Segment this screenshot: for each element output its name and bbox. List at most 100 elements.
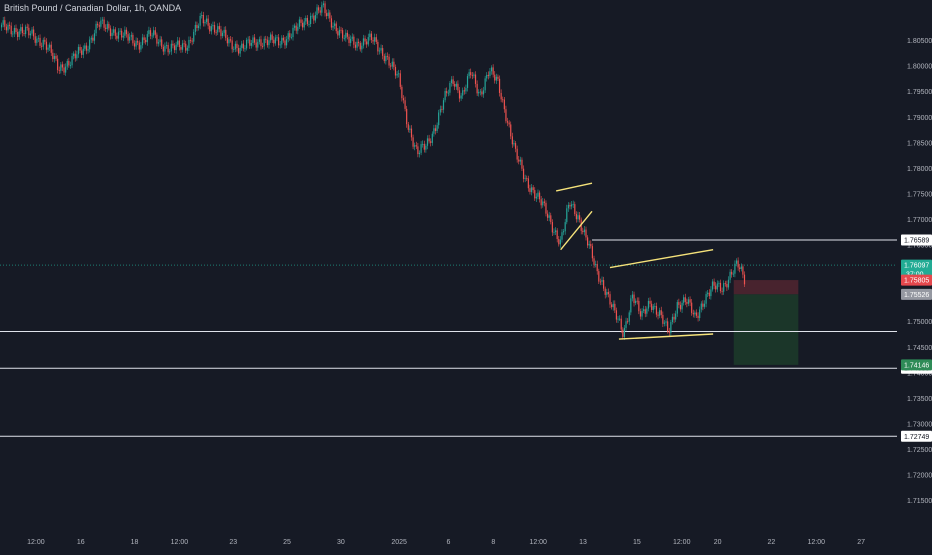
candle-body xyxy=(119,30,121,32)
candle-body xyxy=(620,318,622,330)
candle-body xyxy=(548,215,550,218)
candle-body xyxy=(386,55,389,57)
candle-body xyxy=(726,283,728,288)
candle-body xyxy=(194,24,196,32)
candle-body xyxy=(313,15,315,21)
candle-body xyxy=(327,12,329,17)
candle-body xyxy=(63,67,65,73)
candle-body xyxy=(694,312,696,315)
y-tick-label: 1.72500 xyxy=(907,447,932,454)
candle-body xyxy=(731,271,733,275)
candle-body xyxy=(628,312,630,322)
x-tick-label: 8 xyxy=(491,539,495,546)
candle-body xyxy=(383,55,385,62)
candle-body xyxy=(18,31,20,37)
candle-body xyxy=(449,83,451,93)
candle-body xyxy=(201,15,203,16)
candle-body xyxy=(511,136,513,145)
candle-body xyxy=(39,37,41,46)
trendline-2 xyxy=(609,248,714,269)
candle-body xyxy=(734,263,736,274)
candle-body xyxy=(420,144,422,153)
candle-body xyxy=(670,322,672,334)
candle-body xyxy=(446,91,448,94)
candle-body xyxy=(245,39,248,49)
x-tick-label: 12:00 xyxy=(673,539,691,546)
candle-body xyxy=(213,25,216,33)
y-tick-label: 1.80500 xyxy=(907,38,932,45)
candle-body xyxy=(404,100,406,109)
symbol-title[interactable]: British Pound / Canadian Dollar, 1h, OAN… xyxy=(4,3,182,13)
candle-body xyxy=(289,33,291,38)
candle-body xyxy=(452,79,454,85)
candle-body xyxy=(90,37,92,40)
candle-body xyxy=(345,32,347,39)
candle-body xyxy=(505,109,507,122)
candle-body xyxy=(556,230,558,239)
candle-body xyxy=(121,30,123,38)
candle-body xyxy=(654,306,656,307)
candle-body xyxy=(177,40,179,45)
y-tick-label: 1.78000 xyxy=(907,166,932,173)
candle-body xyxy=(84,45,86,49)
candle-body xyxy=(173,45,176,51)
y-tick-label: 1.80000 xyxy=(907,64,932,71)
candle-body xyxy=(668,331,670,334)
candle-body xyxy=(28,27,30,36)
candle-body xyxy=(338,29,341,36)
candle-body xyxy=(332,25,334,28)
candle-body xyxy=(498,78,501,93)
candle-body xyxy=(188,39,190,48)
candle-body xyxy=(359,43,361,50)
y-tick-label: 1.74500 xyxy=(907,345,932,352)
candle-body xyxy=(319,10,321,13)
y-tick-label: 1.77500 xyxy=(907,191,932,198)
candle-body xyxy=(697,315,699,319)
candle-body xyxy=(65,66,67,73)
candle-body xyxy=(285,39,288,46)
candle-body xyxy=(34,36,36,43)
candle-body xyxy=(234,43,236,50)
candle-body xyxy=(354,44,357,48)
candle-body xyxy=(494,74,496,81)
candle-body xyxy=(26,26,28,28)
candle-body xyxy=(721,291,723,292)
candle-body xyxy=(239,47,241,54)
candle-body xyxy=(566,208,568,223)
candle-body xyxy=(422,143,424,145)
candle-body xyxy=(407,124,409,130)
candle-body xyxy=(635,300,637,304)
candle-body xyxy=(457,83,459,91)
candle-body xyxy=(255,42,257,48)
candle-body xyxy=(314,15,317,21)
candle-body xyxy=(125,29,128,35)
candle-body xyxy=(257,41,259,48)
candle-body xyxy=(439,109,441,113)
candle-body xyxy=(253,37,256,43)
candle-body xyxy=(60,64,62,71)
candle-body xyxy=(196,24,198,29)
candle-body xyxy=(209,25,211,32)
candle-body xyxy=(564,222,566,232)
candle-body xyxy=(20,27,22,32)
candle-body xyxy=(462,90,464,96)
candle-body xyxy=(33,29,35,37)
candle-body xyxy=(324,3,326,14)
time-axis[interactable]: 12:00 16 18 12:00 23 25 30 2025 6 8 12:00 13 15 12:00… xyxy=(27,539,865,546)
candle-body xyxy=(567,204,569,209)
candle-body xyxy=(401,86,403,99)
candle-body xyxy=(739,267,741,269)
candle-body xyxy=(271,34,273,40)
candle-body xyxy=(169,51,171,53)
candle-body xyxy=(362,38,365,46)
candle-body xyxy=(615,310,618,320)
candle-body xyxy=(603,280,605,289)
candle-body xyxy=(113,29,115,33)
candle-body xyxy=(394,66,397,76)
candle-body xyxy=(425,145,427,150)
candle-body xyxy=(233,49,235,51)
candle-body xyxy=(630,298,632,313)
candle-body xyxy=(165,45,168,46)
candle-body xyxy=(162,46,164,52)
